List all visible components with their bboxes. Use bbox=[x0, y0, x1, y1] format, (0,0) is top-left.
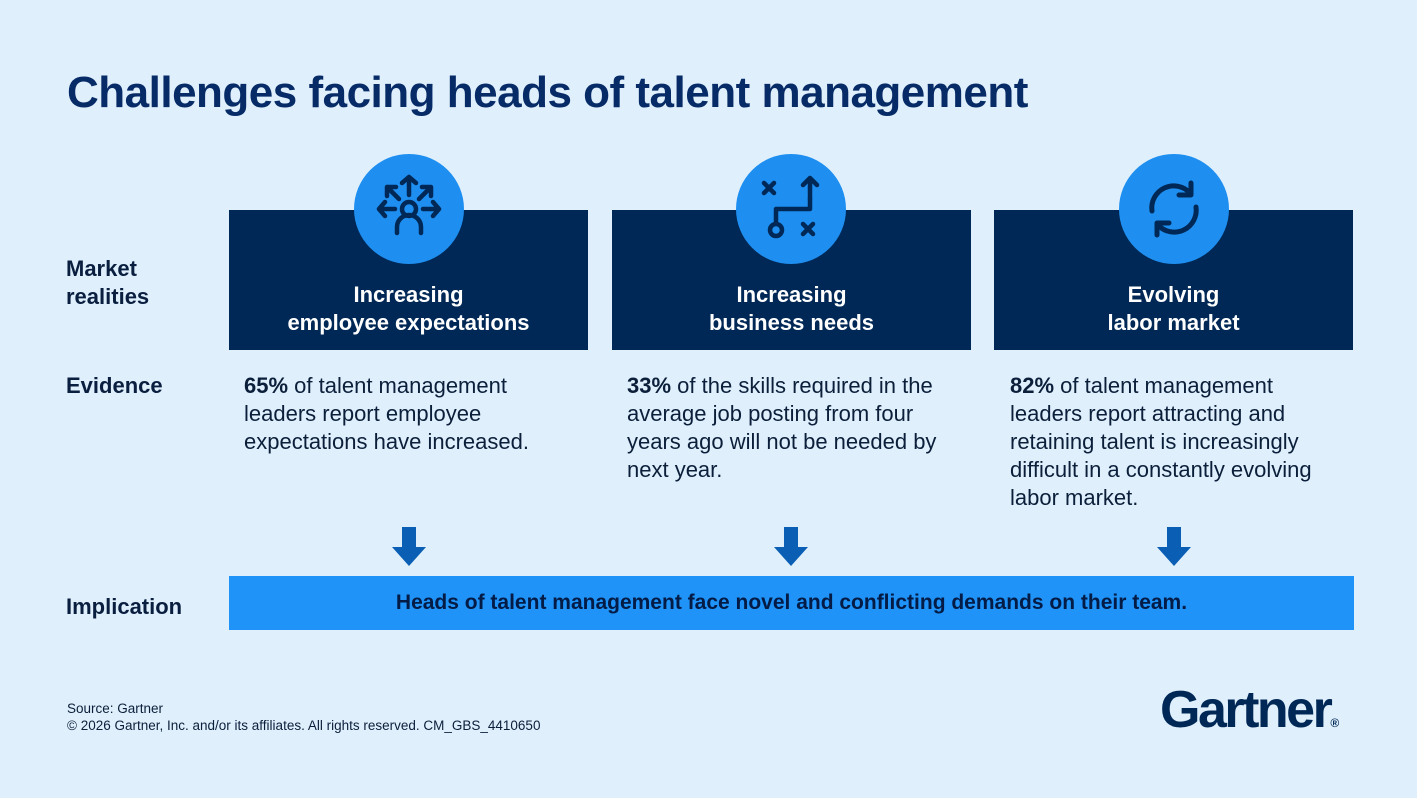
evidence-text-3: 82% of talent management leaders report … bbox=[1010, 372, 1350, 512]
implication-text: Heads of talent management face novel an… bbox=[395, 591, 1188, 614]
down-arrow-icon bbox=[774, 527, 808, 566]
evidence-description: of talent management leaders report empl… bbox=[244, 373, 529, 454]
evidence-percentage: 65% bbox=[244, 373, 289, 398]
registered-mark: ® bbox=[1330, 716, 1340, 730]
evidence-percentage: 33% bbox=[627, 373, 672, 398]
strategy-play-icon bbox=[736, 154, 846, 264]
logo-text: Gartner bbox=[1160, 681, 1333, 739]
refresh-cycle-icon bbox=[1119, 154, 1229, 264]
card-heading: Increasing business needs bbox=[708, 282, 875, 335]
row-label-evidence: Evidence bbox=[66, 373, 163, 398]
page-title: Challenges facing heads of talent manage… bbox=[67, 68, 1028, 117]
implication-bar: Heads of talent management face novel an… bbox=[229, 576, 1354, 630]
row-label-market-realities: Market realities bbox=[66, 256, 150, 309]
evidence-description: of the skills required in the average jo… bbox=[627, 373, 937, 482]
down-arrow-icon bbox=[1157, 527, 1191, 566]
copyright-note: © 2026 Gartner, Inc. and/or its affiliat… bbox=[67, 718, 541, 733]
evidence-text-2: 33% of the skills required in the averag… bbox=[627, 372, 967, 484]
row-label-implication: Implication bbox=[66, 594, 183, 619]
card-heading: Evolving labor market bbox=[1107, 282, 1240, 335]
evidence-percentage: 82% bbox=[1010, 373, 1055, 398]
people-arrows-icon bbox=[354, 154, 464, 264]
card-heading: Increasing employee expectations bbox=[287, 282, 530, 335]
source-note: Source: Gartner bbox=[67, 701, 164, 716]
gartner-logo: Gartner® bbox=[1160, 680, 1339, 753]
evidence-text-1: 65% of talent management leaders report … bbox=[244, 372, 584, 456]
down-arrow-icon bbox=[392, 527, 426, 566]
evidence-description: of talent management leaders report attr… bbox=[1010, 373, 1312, 510]
